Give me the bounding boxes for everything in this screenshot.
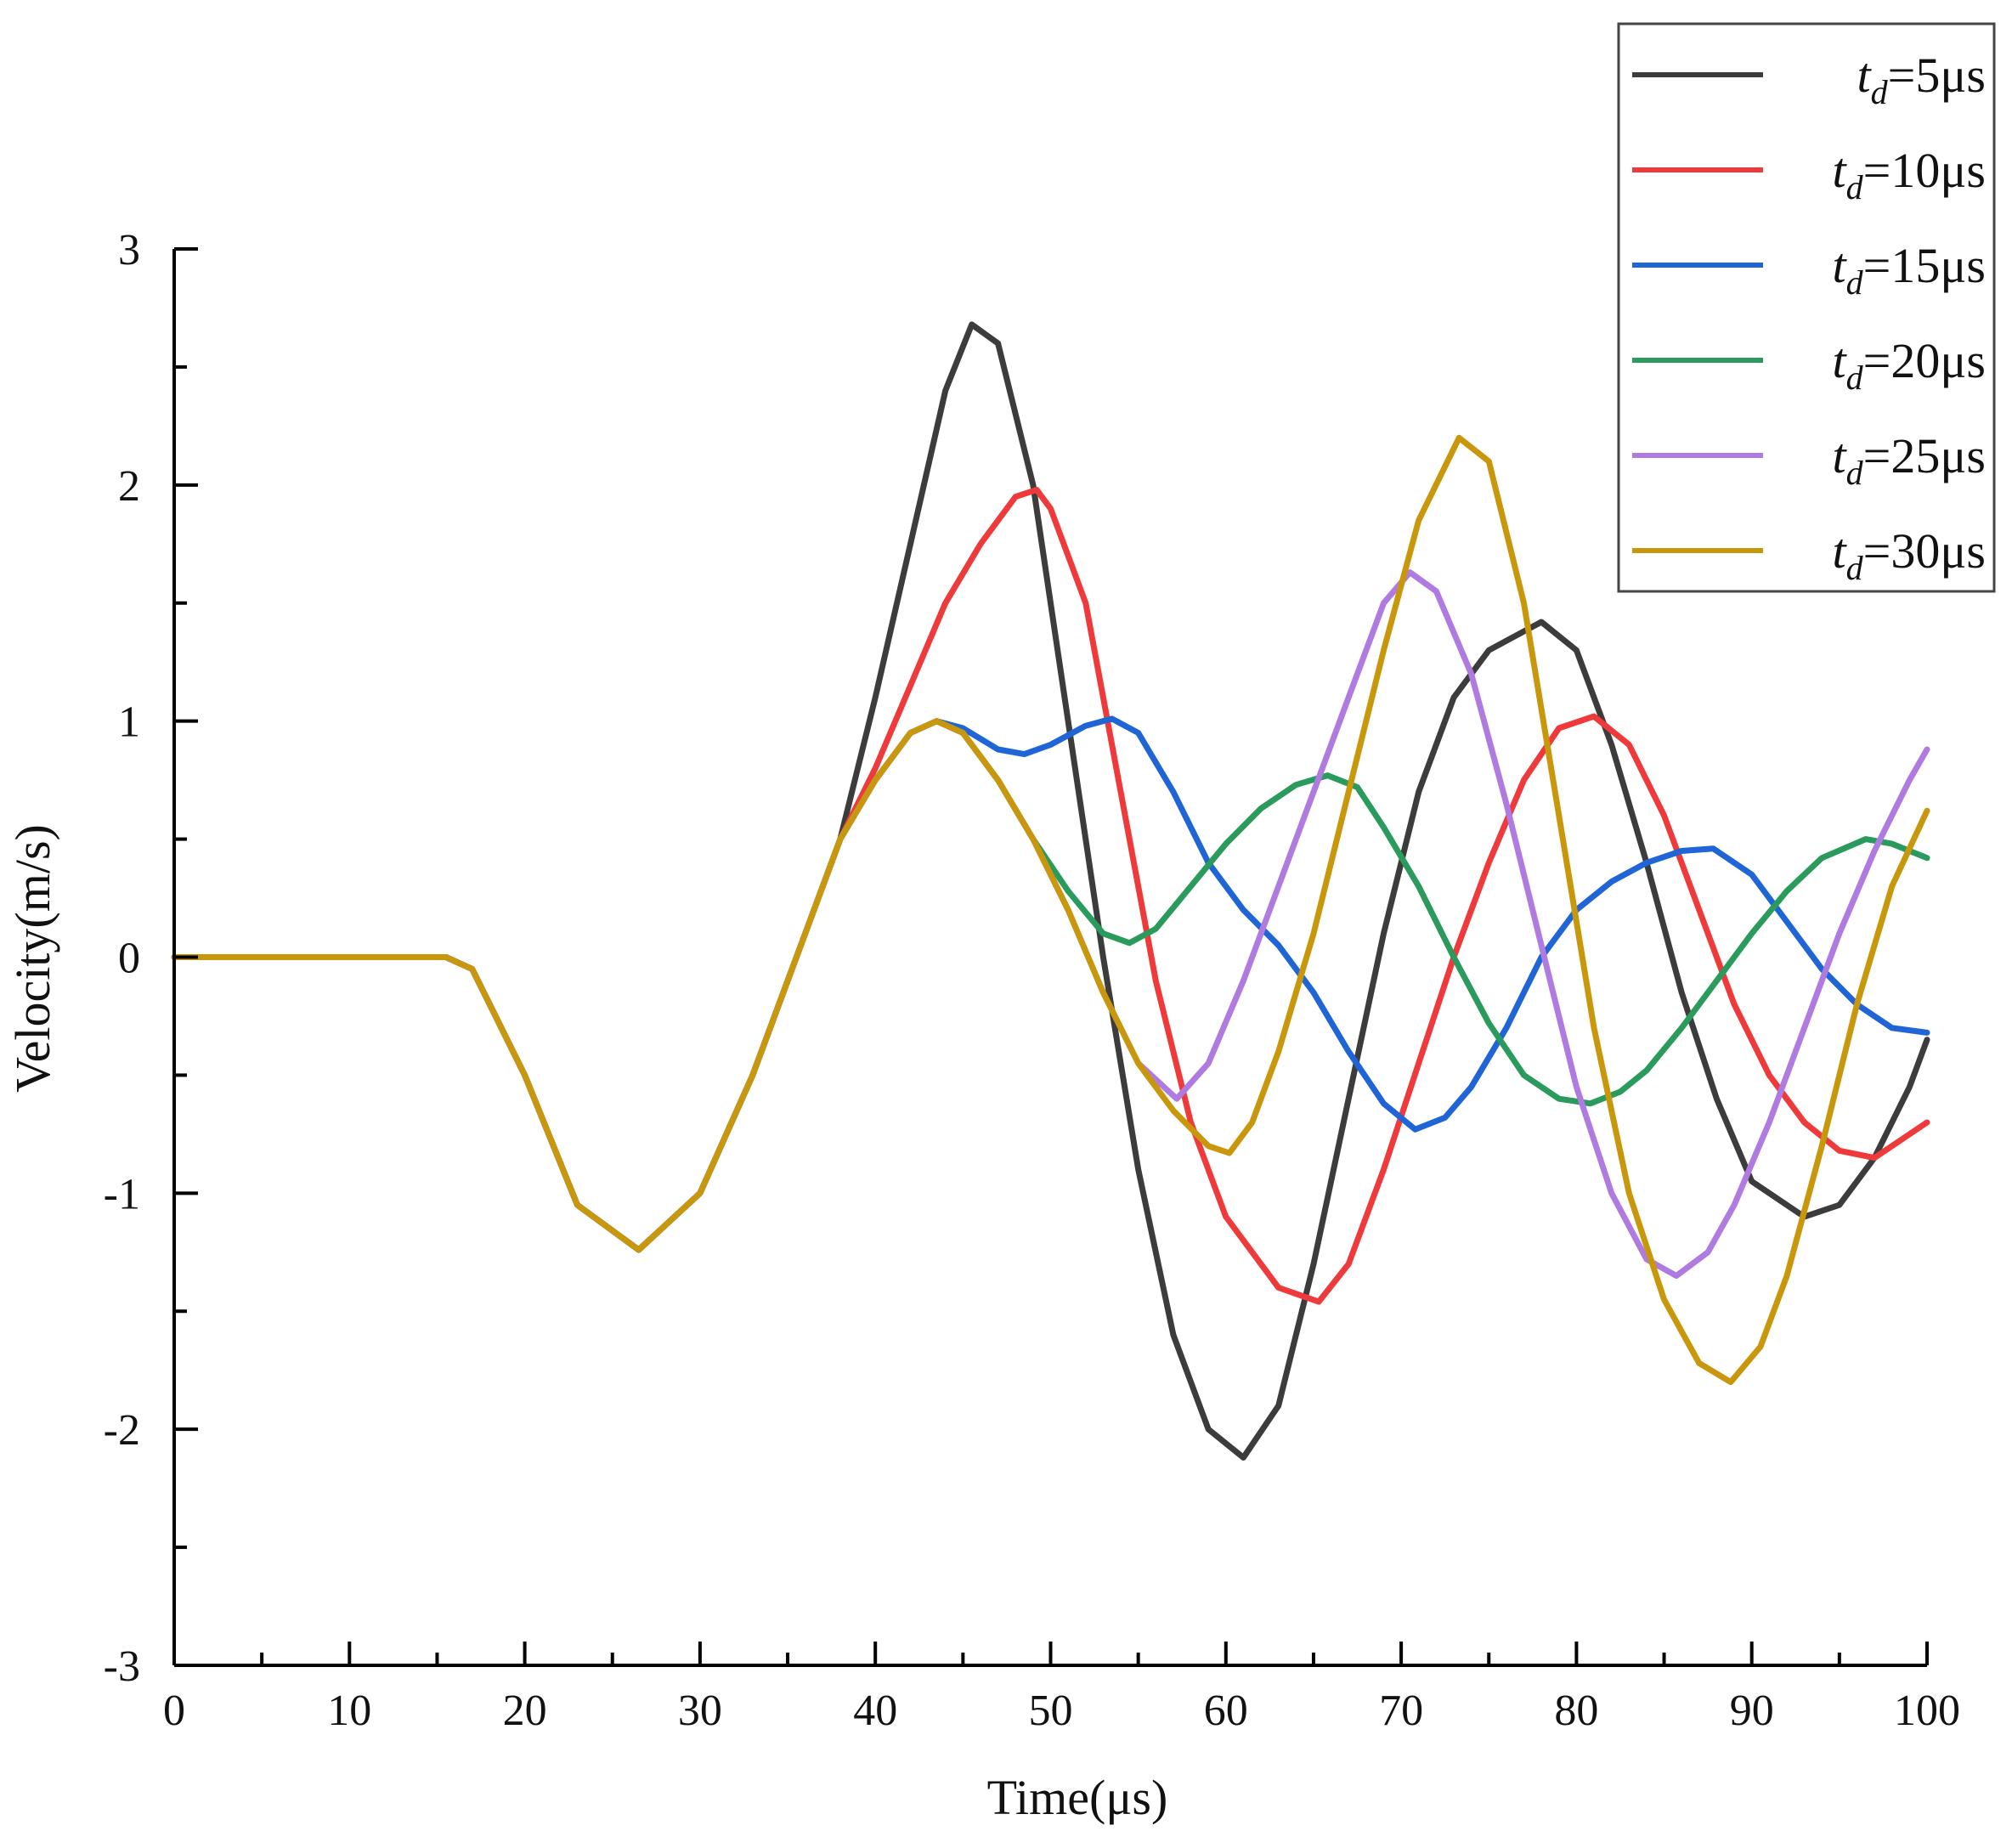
axes: 0 10 20 30 40 50 60 70 80 90 100 -3 -2 -1 0 1 2 3 xyxy=(104,226,1960,1735)
legend-label: td=30μs xyxy=(1832,523,1986,587)
x-tick-label: 70 xyxy=(1379,1687,1423,1735)
y-tick-label: -3 xyxy=(104,1642,140,1691)
x-tick-label: 30 xyxy=(678,1687,722,1735)
legend-label: td=25μs xyxy=(1832,428,1986,492)
x-tick-label: 60 xyxy=(1204,1687,1248,1735)
y-tick-label: 3 xyxy=(118,226,140,274)
legend-label: td=15μs xyxy=(1832,238,1986,302)
y-tick-label: 0 xyxy=(118,935,140,983)
legend-box xyxy=(1617,22,1996,593)
series-line-5 xyxy=(171,434,1930,1386)
x-tick-label: 0 xyxy=(163,1687,185,1735)
series-group xyxy=(171,321,1930,1461)
x-tick-label: 50 xyxy=(1029,1687,1073,1735)
legend-label: td=5μs xyxy=(1857,48,1986,111)
y-tick-label: -2 xyxy=(104,1406,140,1455)
x-tick-label: 40 xyxy=(853,1687,897,1735)
legend-label: td=20μs xyxy=(1832,333,1986,397)
legend-label: td=10μs xyxy=(1832,143,1986,206)
x-tick-label: 20 xyxy=(503,1687,547,1735)
x-tick-label: 10 xyxy=(327,1687,371,1735)
series-line-3 xyxy=(171,718,1930,1253)
y-tick-label: 1 xyxy=(118,698,140,747)
x-tick-label: 90 xyxy=(1730,1687,1774,1735)
y-axis-title: Velocity(m/s) xyxy=(5,824,60,1093)
x-tick-label: 80 xyxy=(1554,1687,1598,1735)
y-tick-label: 2 xyxy=(118,462,140,511)
series-line-2 xyxy=(171,715,1930,1253)
y-tick-label: -1 xyxy=(104,1170,140,1218)
legend: td=5μs td=10μs td=15μs td=20μs td=25μs td=30μ… xyxy=(1617,22,1996,593)
x-tick-label: 100 xyxy=(1894,1687,1960,1735)
x-axis-title: Time(μs) xyxy=(987,1770,1168,1825)
